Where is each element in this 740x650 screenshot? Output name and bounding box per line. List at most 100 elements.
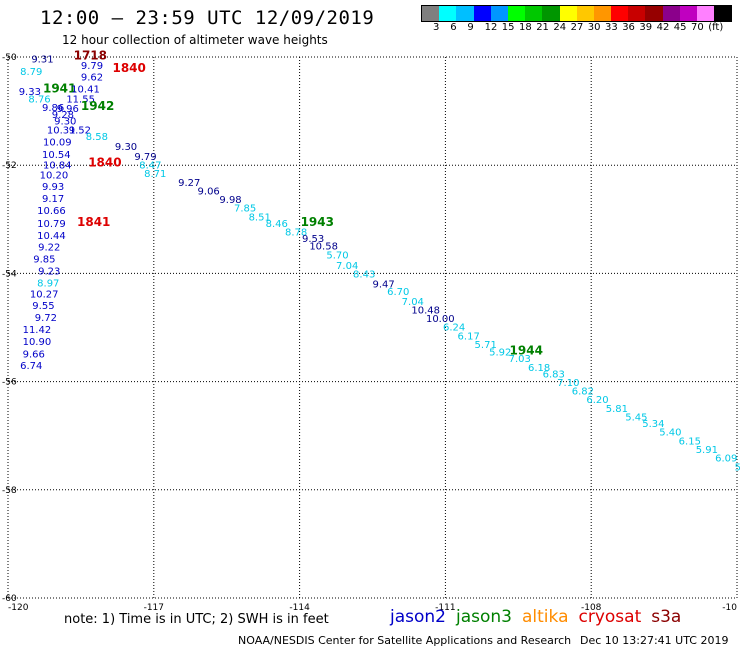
wave-height-label: 6.70 xyxy=(387,287,409,298)
legend-label: 9 xyxy=(467,22,474,33)
wave-height-label: 5.71 xyxy=(475,340,497,351)
wave-height-label: 9.52 xyxy=(69,125,91,136)
wave-height-label: 7.04 xyxy=(336,261,358,272)
wave-height-label: 5.81 xyxy=(606,404,628,415)
wave-height-label: 5.91 xyxy=(696,445,718,456)
wave-height-label: 10.20 xyxy=(40,171,69,182)
wave-height-label: 10.31 xyxy=(47,125,76,136)
lon-tick-label: -10 xyxy=(722,603,737,613)
wave-height-label: 10.48 xyxy=(411,305,440,316)
pass-time-label: 1942 xyxy=(81,99,114,113)
legend-swatch xyxy=(593,6,612,21)
wave-height-label: 7.85 xyxy=(234,204,256,215)
legend-label: 36 xyxy=(622,22,635,33)
wave-height-label: 10.84 xyxy=(43,160,72,171)
pass-time-label: 1841 xyxy=(77,215,110,229)
wave-height-label: 6.74 xyxy=(20,361,42,372)
wave-height-label: 11.42 xyxy=(23,325,52,336)
legend-swatch xyxy=(422,6,440,21)
wave-height-label: 8.47 xyxy=(139,160,161,171)
wave-height-label: 9.96 xyxy=(57,104,79,115)
legend-swatch xyxy=(679,6,697,21)
wave-height-label: 9.93 xyxy=(42,182,64,193)
pass-time-label: 1941 xyxy=(43,82,76,96)
wave-height-label: 9.98 xyxy=(219,195,241,206)
wave-height-label: 7.04 xyxy=(402,297,424,308)
lon-tick-label: -117 xyxy=(144,603,164,613)
wave-height-label: 10.79 xyxy=(37,219,66,230)
lat-tick-label: -56 xyxy=(2,378,17,388)
wave-height-label: 6.17 xyxy=(458,331,480,342)
lon-tick-label: -111 xyxy=(435,603,455,613)
wave-height-label: 6.24 xyxy=(443,323,465,334)
legend-label: 24 xyxy=(553,22,567,33)
legend-swatch xyxy=(628,6,646,21)
legend-label: 27 xyxy=(570,22,584,33)
legend-label: 45 xyxy=(673,22,687,33)
wave-height-label: 9.86 xyxy=(42,103,64,114)
wave-height-label: 10.58 xyxy=(309,242,338,253)
legend-label: 21 xyxy=(536,22,549,33)
satellite-legend: jason2 jason3 altika cryosat s3a xyxy=(390,607,691,627)
satellite-legend-item: cryosat xyxy=(578,607,642,627)
wave-height-label: 9.85 xyxy=(33,255,55,266)
wave-height-label: 8.79 xyxy=(20,67,42,78)
wave-height-label: 7.10 xyxy=(557,378,579,389)
wave-height-label: 9.30 xyxy=(115,142,137,153)
legend-swatch xyxy=(439,6,457,21)
wave-height-label: 9.22 xyxy=(38,243,60,254)
legend-label: 12 xyxy=(484,22,498,33)
wave-height-label: 10.27 xyxy=(30,290,59,301)
legend-swatch xyxy=(525,6,543,21)
legend-swatch xyxy=(662,6,680,21)
lon-tick-label: -114 xyxy=(289,603,310,613)
wave-height-label: 9.62 xyxy=(81,72,103,83)
wave-height-label: 8.51 xyxy=(249,212,271,223)
legend-label: 39 xyxy=(639,22,653,33)
wave-height-label: 9.06 xyxy=(198,186,220,197)
wave-height-label: 9.33 xyxy=(19,87,41,98)
wave-height-label: 8.71 xyxy=(144,169,166,180)
wave-height-label: 5.45 xyxy=(625,413,647,424)
wave-height-label: 9.31 xyxy=(31,54,53,65)
legend-label: 15 xyxy=(501,22,515,33)
legend-swatch xyxy=(473,6,491,21)
wave-height-color-legend xyxy=(421,5,733,22)
credit-timestamp: Dec 10 13:27:41 UTC 2019 xyxy=(580,634,729,647)
pass-time-label: 1943 xyxy=(301,215,334,229)
satellite-legend-item: altika xyxy=(522,607,569,627)
wave-height-label: 10.00 xyxy=(426,314,455,325)
wave-height-label: 6.82 xyxy=(572,387,594,398)
wave-height-label: 5.94 xyxy=(735,462,740,473)
wave-height-label: 8.78 xyxy=(285,228,307,239)
wave-height-label: 10.54 xyxy=(42,150,71,161)
lon-tick-label: -108 xyxy=(581,603,602,613)
wave-height-label: 10.09 xyxy=(43,138,72,149)
wave-height-label: 7.03 xyxy=(509,354,531,365)
wave-height-label: 6.18 xyxy=(528,363,550,374)
legend-swatch xyxy=(645,6,663,21)
legend-swatch xyxy=(714,6,732,21)
legend-swatch xyxy=(490,6,508,21)
wave-height-label: 5.70 xyxy=(326,250,348,261)
legend-label: 18 xyxy=(519,22,532,33)
lat-tick-label: -58 xyxy=(2,486,17,496)
legend-label: 42 xyxy=(656,22,670,33)
wave-height-label: 5.34 xyxy=(642,419,664,430)
lat-tick-label: -50 xyxy=(2,53,17,63)
legend-label: 3 xyxy=(433,22,440,33)
wave-height-label: 5.40 xyxy=(659,428,681,439)
wave-height-label: 6.20 xyxy=(586,395,608,406)
wave-height-label: 9.53 xyxy=(302,234,324,245)
legend-swatch xyxy=(576,6,594,21)
legend-swatch xyxy=(559,6,577,21)
legend-label: (ft) xyxy=(708,22,724,33)
pass-time-label: 1840 xyxy=(112,61,145,75)
legend-label: 30 xyxy=(587,22,601,33)
wave-height-label: 9.66 xyxy=(23,349,45,360)
footer-note: note: 1) Time is in UTC; 2) SWH is in fe… xyxy=(64,612,329,627)
wave-height-label: 9.28 xyxy=(52,110,74,121)
credit-line: NOAA/NESDIS Center for Satellite Applica… xyxy=(238,634,572,647)
satellite-legend-item: s3a xyxy=(651,607,682,627)
